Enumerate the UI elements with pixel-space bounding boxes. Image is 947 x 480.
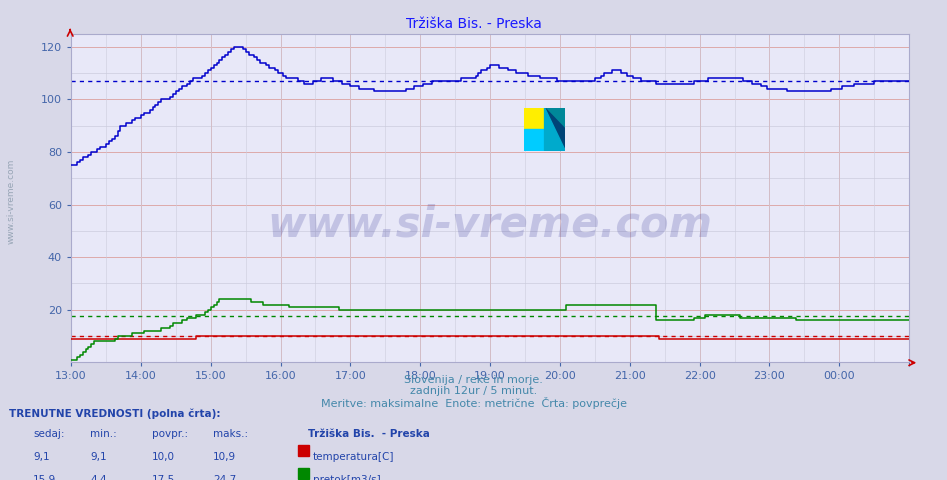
Polygon shape: [545, 108, 565, 151]
Text: sedaj:: sedaj:: [33, 429, 64, 439]
Text: pretok[m3/s]: pretok[m3/s]: [313, 475, 381, 480]
Bar: [545, 129, 565, 151]
Text: www.si-vreme.com: www.si-vreme.com: [7, 159, 16, 244]
Text: Tržiška Bis. - Preska: Tržiška Bis. - Preska: [405, 17, 542, 31]
Text: TRENUTNE VREDNOSTI (polna črta):: TRENUTNE VREDNOSTI (polna črta):: [9, 409, 221, 420]
Text: 9,1: 9,1: [33, 452, 50, 462]
Text: 15,9: 15,9: [33, 475, 57, 480]
Text: 24,7: 24,7: [213, 475, 237, 480]
Polygon shape: [545, 108, 565, 129]
Bar: [524, 108, 545, 129]
Text: Slovenija / reke in morje.: Slovenija / reke in morje.: [404, 375, 543, 385]
Text: 9,1: 9,1: [90, 452, 107, 462]
Text: Tržiška Bis.  - Preska: Tržiška Bis. - Preska: [308, 429, 430, 439]
Text: 4,4: 4,4: [90, 475, 107, 480]
Text: maks.:: maks.:: [213, 429, 248, 439]
Polygon shape: [545, 108, 565, 151]
Text: min.:: min.:: [90, 429, 116, 439]
Text: zadnjih 12ur / 5 minut.: zadnjih 12ur / 5 minut.: [410, 386, 537, 396]
Text: povpr.:: povpr.:: [152, 429, 188, 439]
Text: temperatura[C]: temperatura[C]: [313, 452, 394, 462]
Bar: [524, 129, 545, 151]
Text: www.si-vreme.com: www.si-vreme.com: [268, 204, 712, 245]
Text: 10,0: 10,0: [152, 452, 174, 462]
Text: 10,9: 10,9: [213, 452, 236, 462]
Text: 17,5: 17,5: [152, 475, 175, 480]
Text: Meritve: maksimalne  Enote: metrične  Črta: povprečje: Meritve: maksimalne Enote: metrične Črta…: [320, 397, 627, 409]
